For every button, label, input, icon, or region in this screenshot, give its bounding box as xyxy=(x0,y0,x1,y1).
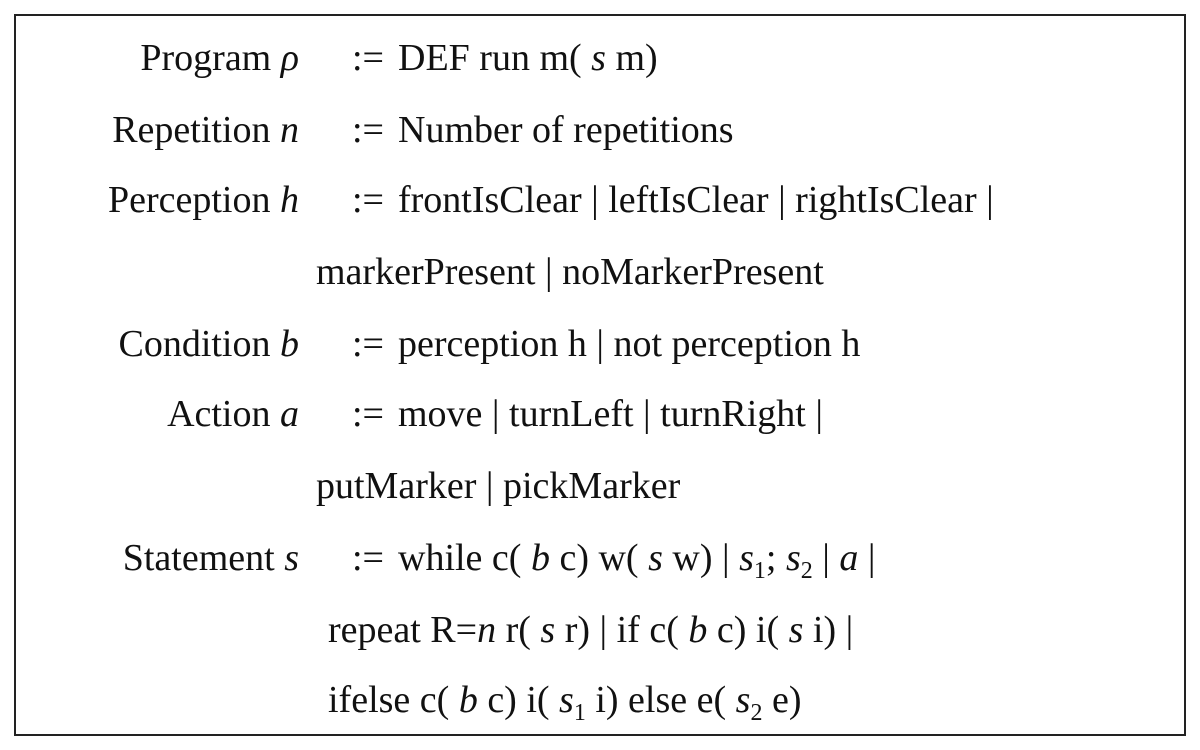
ifelse-s2-subscript: 2 xyxy=(750,700,763,726)
action-lhs: Action a xyxy=(167,392,299,436)
program-lhs: Program ρ xyxy=(140,36,299,80)
ifelse-s2: s2 xyxy=(735,679,763,726)
action-rhs-line2: putMarker | pickMarker xyxy=(316,465,681,507)
repetition-lhs: Repetition n xyxy=(112,108,299,152)
repetition-symbol: n xyxy=(280,109,299,151)
program-name: Program xyxy=(140,37,272,79)
repetition-name: Repetition xyxy=(112,109,271,151)
condition-symbol: b xyxy=(280,323,299,365)
if-keyword: r) | if c( xyxy=(564,609,679,651)
perception-rhs-line1: frontIsClear | leftIsClear | rightIsClea… xyxy=(398,179,994,221)
ifelse-s1-subscript: 1 xyxy=(573,700,586,726)
ifelse-cond-symbol: b xyxy=(458,679,478,721)
repeat-keyword: repeat R= xyxy=(328,609,478,651)
statement-rhs-line1: while c( b c) w( s w) | s1; s2 | a | xyxy=(398,536,875,585)
program-op: := xyxy=(352,37,384,79)
if-body-close: i) | xyxy=(812,609,854,651)
repetition-op: := xyxy=(352,109,384,151)
if-cond-close: c) i( xyxy=(716,609,780,651)
if-body-symbol: s xyxy=(788,609,804,651)
condition-op: := xyxy=(352,323,384,365)
ifelse-cond-close: c) i( xyxy=(487,679,550,721)
while-body-symbol: s xyxy=(648,537,663,579)
seq-semicolon: ; xyxy=(765,537,777,579)
action-ref-symbol: a xyxy=(839,537,859,579)
if-cond-symbol: b xyxy=(688,609,708,651)
action-name: Action xyxy=(167,393,271,435)
alt-bar: | xyxy=(822,537,830,579)
ifelse-s1: s1 xyxy=(559,679,586,726)
seq-s1: s1 xyxy=(739,537,766,584)
seq-s2-subscript: 2 xyxy=(800,558,813,584)
program-rhs-b: m) xyxy=(615,37,658,79)
perception-op: := xyxy=(352,179,384,221)
while-body-close: w) | xyxy=(672,537,730,579)
while-cond-close: c) w( xyxy=(559,537,639,579)
grammar-box: Program ρ := DEF run m( s m) Repetition … xyxy=(14,14,1186,736)
program-rhs-s: s xyxy=(591,37,606,79)
statement-lhs: Statement s xyxy=(123,536,299,580)
perception-name: Perception xyxy=(107,179,271,221)
action-rhs-line1: move | turnLeft | turnRight | xyxy=(398,393,823,435)
seq-s1-subscript: 1 xyxy=(753,558,766,584)
condition-rhs: perception h | not perception h xyxy=(398,323,861,365)
ifelse-s1-symbol: s xyxy=(559,679,574,721)
program-rhs-a: DEF run m( xyxy=(398,37,582,79)
program-symbol: ρ xyxy=(280,37,299,79)
repeat-body-symbol: s xyxy=(540,609,556,651)
perception-symbol: h xyxy=(280,179,299,221)
action-symbol: a xyxy=(280,393,299,435)
ifelse-keyword: ifelse c( xyxy=(328,679,450,721)
statement-name: Statement xyxy=(122,537,275,579)
seq-s2: s2 xyxy=(785,537,813,584)
else-keyword: i) else e( xyxy=(595,679,727,721)
statement-rhs-line2: repeat R=n r( s r) | if c( b c) i( s i) … xyxy=(328,608,853,652)
alt-bar-end: | xyxy=(867,537,876,579)
while-cond-symbol: b xyxy=(530,537,550,579)
repetition-rhs: Number of repetitions xyxy=(398,109,734,151)
statement-rhs-line3: ifelse c( b c) i( s1 i) else e( s2 e) xyxy=(328,678,801,727)
seq-s2-symbol: s xyxy=(785,537,801,579)
program-rhs: DEF run m( s m) xyxy=(398,36,658,80)
statement-symbol: s xyxy=(284,537,299,579)
ifelse-s2-symbol: s xyxy=(735,679,751,721)
repeat-open: r( xyxy=(505,609,531,651)
condition-lhs: Condition b xyxy=(118,322,299,366)
seq-s1-symbol: s xyxy=(739,537,754,579)
action-op: := xyxy=(352,393,384,435)
repeat-n-symbol: n xyxy=(477,609,497,651)
perception-lhs: Perception h xyxy=(108,178,299,222)
while-keyword: while c( xyxy=(398,537,522,579)
statement-op: := xyxy=(352,537,384,579)
condition-name: Condition xyxy=(118,323,271,365)
perception-rhs-line2: markerPresent | noMarkerPresent xyxy=(316,251,824,293)
else-close: e) xyxy=(771,679,802,721)
